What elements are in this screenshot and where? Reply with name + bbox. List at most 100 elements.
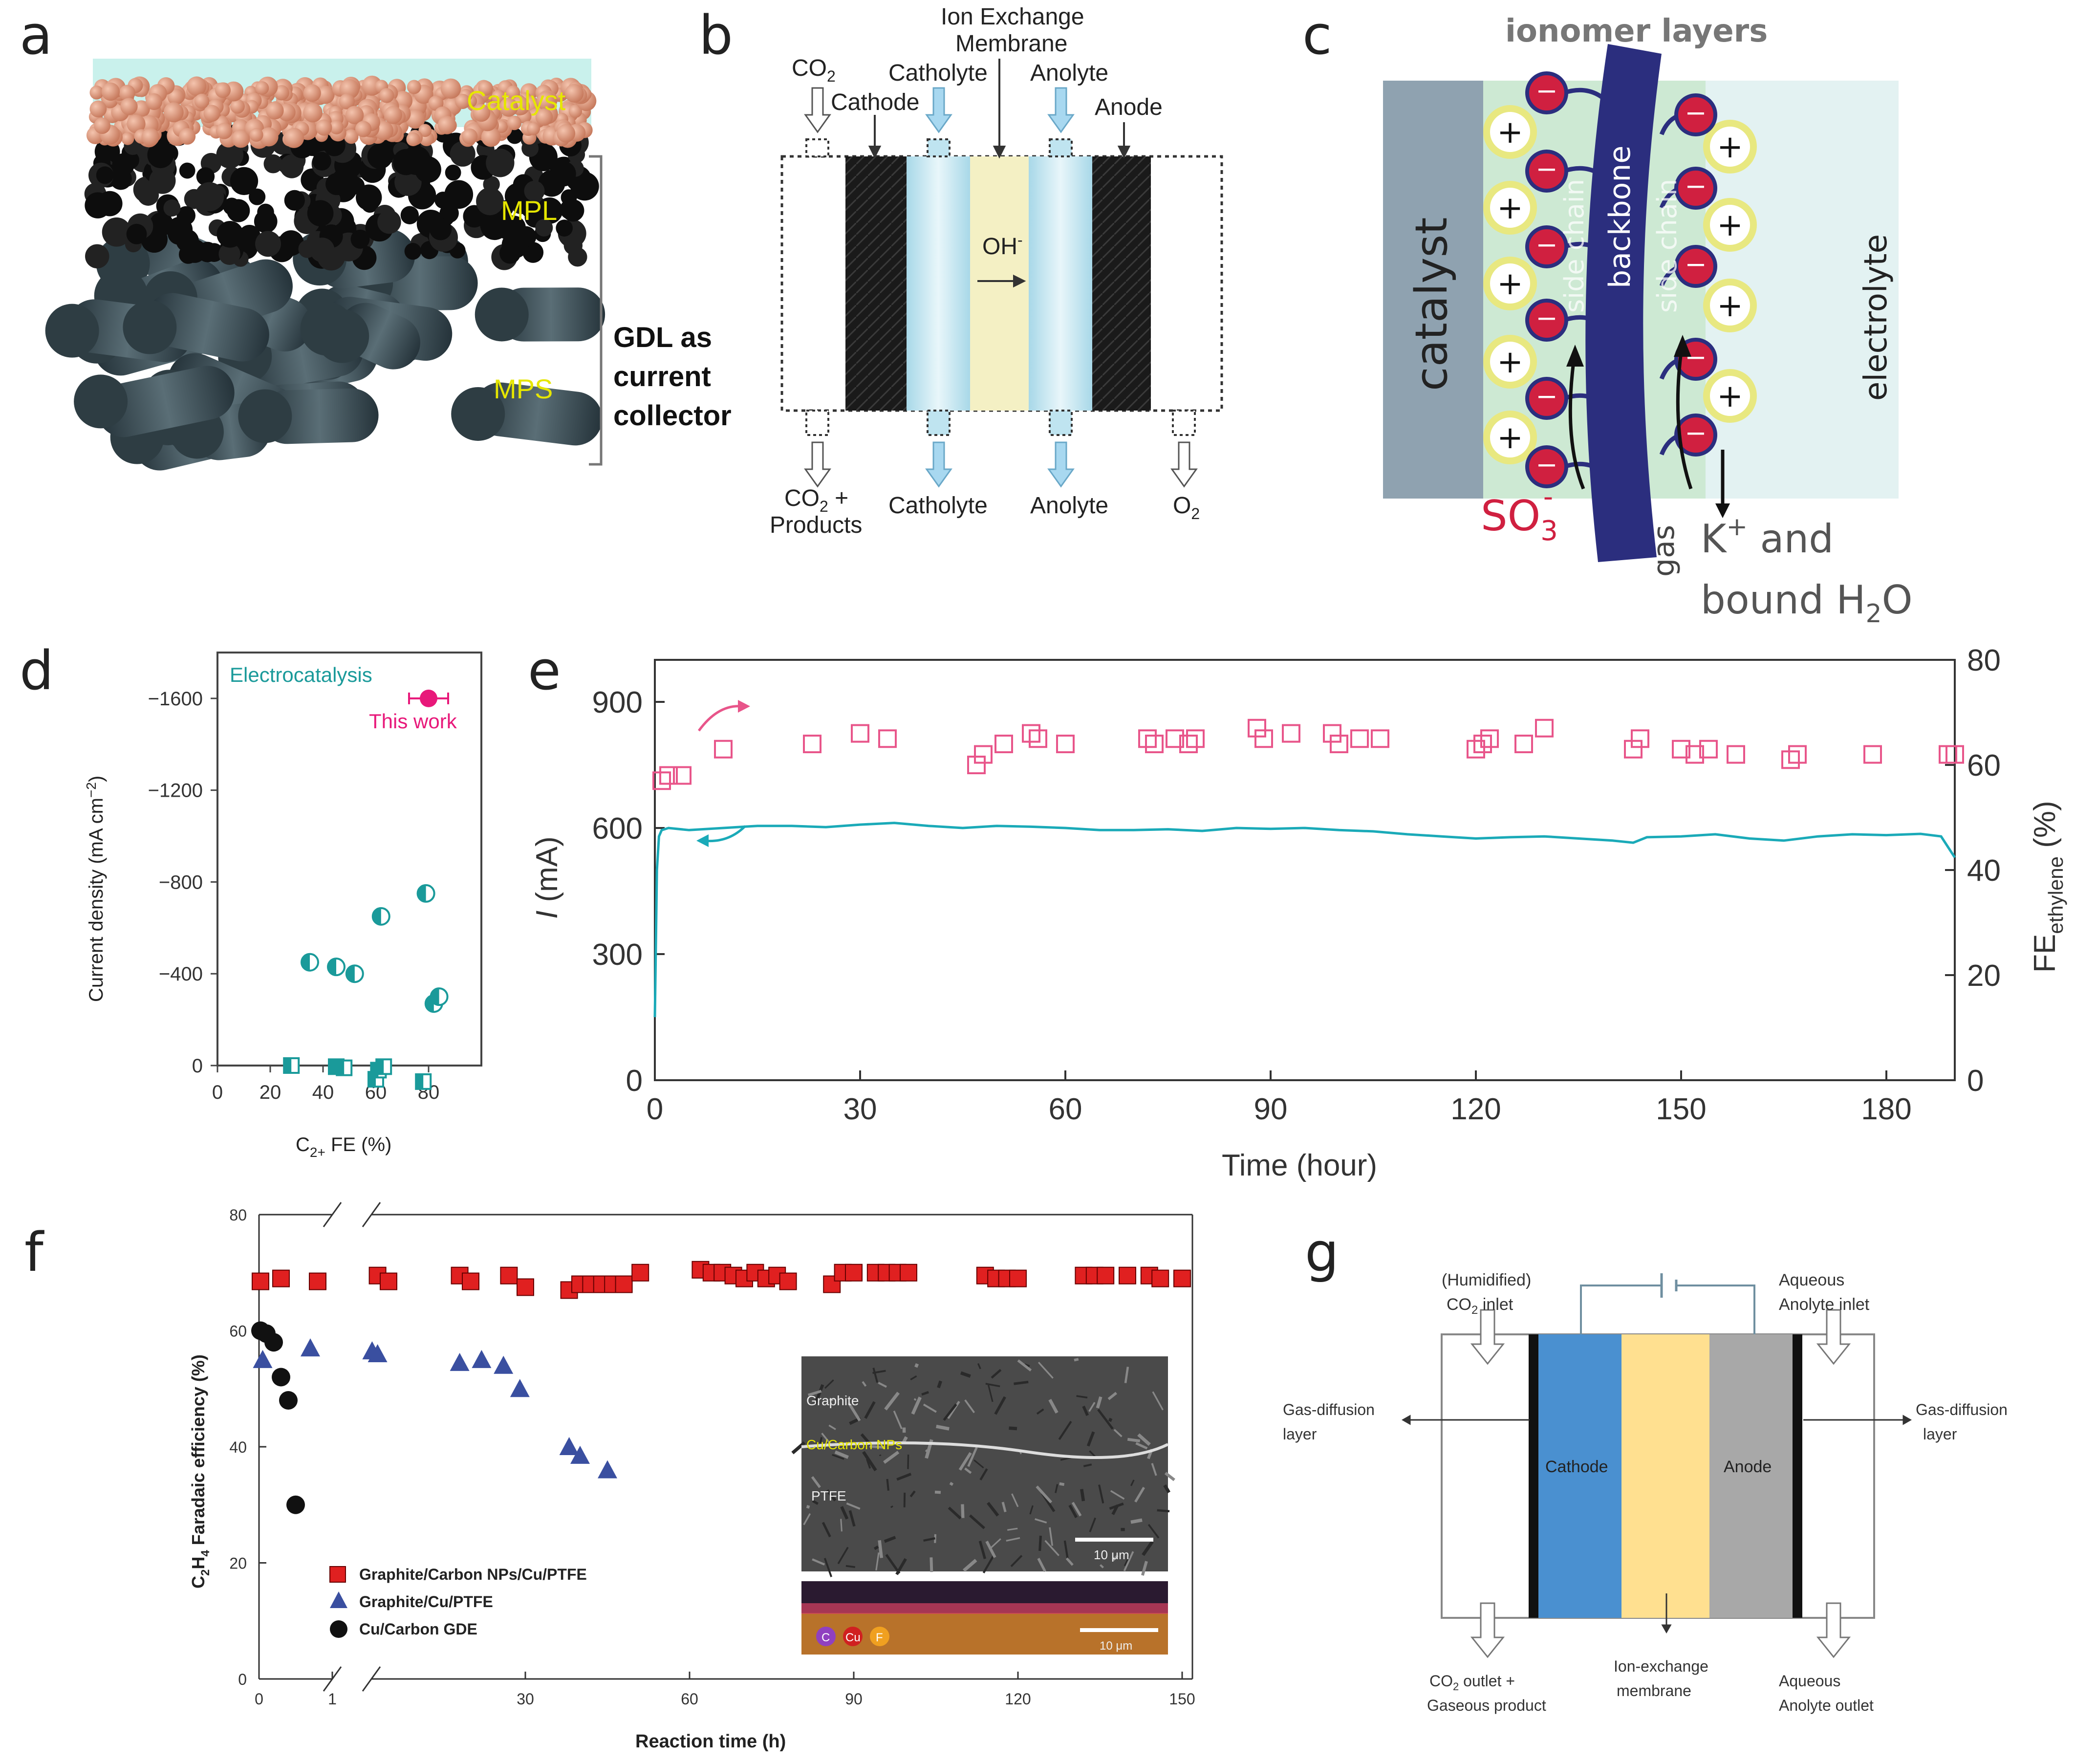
fe-data-point (659, 766, 678, 785)
sem-grain (967, 1447, 978, 1467)
y-tick-label: 40 (229, 1438, 247, 1456)
y-tick-label: 60 (229, 1323, 247, 1340)
gas-label: gas (1647, 525, 1681, 577)
y-right-tick-label: 20 (1967, 959, 2001, 993)
x-tick-label: 20 (259, 1082, 281, 1103)
sem-grain (937, 1380, 943, 1389)
ethylene-fe-square (823, 1275, 841, 1293)
sem-grain (1134, 1486, 1146, 1503)
minus-sign: − (1535, 449, 1557, 480)
sem-inset (801, 1356, 1168, 1571)
catalyst-particle (230, 99, 245, 114)
sem-grain (921, 1391, 929, 1396)
fe-data-point (1330, 735, 1348, 753)
mpl-particle (521, 140, 539, 157)
mpl-particle (238, 224, 260, 247)
sem-grain (1048, 1399, 1059, 1414)
catalyst-particle (535, 108, 553, 126)
y-tick-label: 20 (229, 1555, 247, 1572)
minus-sign: − (1685, 97, 1707, 128)
sem-grain (1014, 1380, 1029, 1385)
ethylene-fe-square (272, 1269, 290, 1287)
backbone (1585, 44, 1662, 562)
minus-sign: − (1535, 381, 1557, 412)
k-label-line1: K+ and (1701, 512, 1834, 562)
mpl-particle (377, 210, 401, 234)
catalyst-particle (437, 116, 456, 134)
catalyst-particle (384, 106, 402, 124)
side-chain-label-left: side chain (1559, 179, 1590, 313)
fiber-end (475, 287, 529, 342)
anolyte-bottom-label: Anolyte (1030, 493, 1108, 519)
fiber-end (238, 389, 292, 443)
sem-grain (840, 1519, 843, 1532)
sem-ptfe-label: PTFE (811, 1488, 846, 1503)
sem-grain (960, 1371, 971, 1378)
catalyst-particle (329, 120, 344, 134)
co2-inlet-arrow (1470, 1309, 1505, 1365)
gdl-label-line3: collector (613, 400, 732, 432)
mpl-particle (254, 210, 278, 233)
catalyst-particle (215, 82, 231, 98)
fe-data-point (994, 735, 1013, 753)
sem-grain (943, 1403, 957, 1421)
fe-data-point (1781, 750, 1800, 769)
mpl-particle (325, 173, 348, 196)
plus-sign: + (1497, 190, 1523, 226)
mpl-particle (562, 199, 584, 222)
sem-cu-carbon-label: Cu/Carbon NPs (806, 1437, 902, 1452)
mpl-particle (524, 180, 545, 202)
sem-grain (1108, 1417, 1113, 1422)
data-point-fill (376, 1059, 384, 1074)
x-tick-label: 0 (212, 1082, 223, 1103)
membrane-label-line2: Membrane (955, 31, 1067, 57)
y-right-tick-label: 80 (1967, 644, 2001, 677)
fe-data-point (1371, 729, 1389, 748)
side-chain (1563, 241, 1615, 263)
fe-data-point (1138, 729, 1157, 748)
ethylene-fe-square (1151, 1269, 1169, 1287)
sem-grain (829, 1398, 834, 1401)
sem-grain (819, 1437, 823, 1444)
sem-grain (1141, 1561, 1148, 1576)
sem-grain (982, 1555, 994, 1574)
minus-sign: − (1685, 171, 1707, 201)
mpl-particle (551, 161, 576, 187)
fe-data-point (878, 729, 897, 748)
plus-sign: + (1717, 207, 1743, 243)
mps-layer-label: MPS (494, 373, 553, 404)
sem-grain (923, 1537, 935, 1542)
x-tick-label: 90 (845, 1690, 863, 1708)
mpl-particle (356, 184, 382, 211)
sem-grain (875, 1552, 880, 1571)
ethylene-fe-square (500, 1266, 518, 1285)
sem-grain (977, 1363, 981, 1370)
side-chain-label-right: side chain (1652, 179, 1683, 313)
mpl-particle (501, 231, 529, 259)
anolyte-out-arrow (1047, 441, 1075, 488)
mpl-particle (476, 187, 504, 216)
axis-break (362, 1666, 381, 1692)
panel-label-f: f (24, 1221, 44, 1284)
cathode-gdl (1529, 1334, 1538, 1618)
data-point-fill (417, 885, 426, 902)
catalyst-particle (472, 104, 491, 122)
cathode-top-label: Cathode (831, 89, 919, 115)
catholyte-outlet-port (927, 410, 951, 436)
catholyte-bottom-label: Catholyte (888, 493, 988, 519)
k-ion (1483, 181, 1537, 235)
mpl-particle (445, 164, 461, 181)
sem-grain (803, 1513, 811, 1525)
membrane-block (1621, 1334, 1709, 1618)
x-tick-label: 40 (312, 1082, 334, 1103)
panel-labels: a b c d e f g (20, 4, 1339, 1284)
mpl-particle (394, 169, 422, 196)
anolyte-in-arrow (1047, 87, 1075, 133)
sem-grain (862, 1381, 867, 1387)
co2-outlet-port (805, 410, 829, 436)
catalyst-particle (379, 88, 394, 103)
co2-products-label: CO2 + (784, 485, 848, 515)
so3-group (1674, 245, 1717, 288)
oh-ion-label: OH- (982, 231, 1023, 260)
ethylene-fe-square (779, 1272, 797, 1290)
